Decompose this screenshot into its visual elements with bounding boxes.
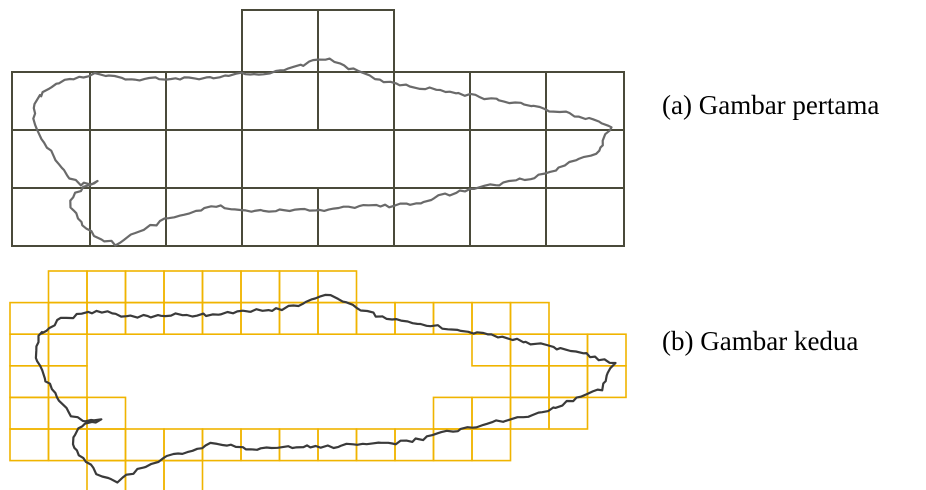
coarse-box: [11, 129, 91, 189]
fine-box: [201, 301, 242, 336]
coarse-box: [241, 71, 319, 131]
coarse-box: [393, 187, 471, 247]
fine-box: [9, 428, 50, 462]
coarse-box: [11, 71, 91, 131]
coarse-box: [165, 71, 243, 131]
island-outline-first: [32, 57, 613, 247]
fine-box: [163, 459, 204, 490]
fine-box: [240, 270, 281, 304]
coarse-box: [469, 187, 547, 247]
fine-box: [86, 459, 127, 490]
coarse-grid-boxes: [11, 9, 625, 247]
coarse-box: [393, 129, 471, 189]
fine-box: [471, 396, 512, 430]
fine-box: [240, 428, 281, 462]
fine-box: [278, 428, 319, 462]
fine-box: [47, 270, 88, 304]
fine-box: [163, 270, 204, 304]
fine-grid-boxes: [9, 270, 627, 490]
coarse-box: [317, 187, 395, 247]
coarse-box: [469, 71, 547, 131]
fine-box: [124, 301, 165, 336]
fine-box: [317, 301, 358, 336]
fine-box: [86, 270, 127, 304]
fine-box: [47, 333, 88, 367]
fine-box: [47, 396, 88, 430]
fine-box: [86, 428, 127, 462]
coarse-box: [89, 129, 167, 189]
fine-box: [586, 364, 627, 399]
fine-box: [201, 270, 242, 304]
fine-box: [394, 301, 435, 336]
coarse-box: [545, 71, 625, 131]
fine-box: [124, 459, 165, 490]
fine-box: [163, 301, 204, 336]
fine-box: [548, 396, 589, 430]
island-outline-second: [34, 293, 617, 484]
fine-box: [509, 396, 550, 430]
fine-box: [9, 333, 50, 367]
fine-box: [9, 301, 50, 336]
coarse-box: [469, 129, 547, 189]
coarse-box: [393, 71, 471, 131]
fine-box: [471, 333, 512, 367]
fine-box: [471, 428, 512, 462]
caption-first-image: (a) Gambar pertama: [662, 90, 880, 120]
fine-box: [471, 301, 512, 336]
fine-box: [548, 364, 589, 399]
fine-box: [86, 396, 127, 430]
fine-box: [278, 270, 319, 304]
coarse-box: [545, 129, 625, 189]
caption-second-image: (b) Gambar kedua: [662, 326, 859, 356]
fine-box: [432, 396, 473, 430]
coarse-box: [241, 187, 319, 247]
coarse-box: [89, 71, 167, 131]
fine-box: [509, 301, 550, 336]
coarse-box: [165, 129, 243, 189]
coarse-box: [545, 187, 625, 247]
fine-box: [9, 396, 50, 430]
fine-box: [86, 301, 127, 336]
fine-box: [509, 364, 550, 399]
fine-box: [240, 301, 281, 336]
coarse-box: [317, 71, 395, 131]
fine-box: [124, 428, 165, 462]
fine-box: [394, 428, 435, 462]
coarse-box: [317, 9, 395, 73]
fine-box: [124, 270, 165, 304]
